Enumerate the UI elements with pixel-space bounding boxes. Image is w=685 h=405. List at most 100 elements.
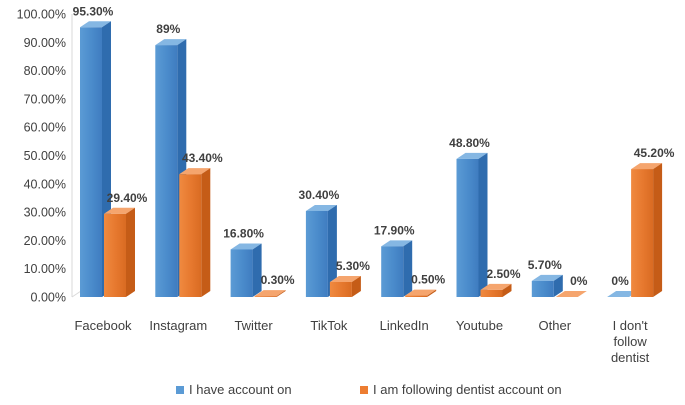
data-label: 43.40% (182, 151, 223, 165)
category-label-i-don-t-follow-dentist: I don't follow dentist (611, 318, 650, 365)
bar-front-face (230, 249, 253, 297)
bar-front-face (631, 169, 654, 297)
bar-side-face (201, 168, 211, 297)
legend-item-series-2: I am following dentist account on (360, 382, 562, 397)
bar-youtube-series-2 (480, 283, 512, 297)
bar-top-face (329, 276, 361, 283)
category-label-instagram: Instagram (149, 318, 207, 333)
data-label: 89% (156, 22, 180, 36)
bar-front-face (329, 282, 352, 297)
bar-top-face (381, 240, 413, 247)
legend-swatch (360, 386, 368, 394)
bar-top-face (555, 291, 587, 297)
bar-top-face (456, 152, 488, 159)
bar-i-don-t-follow-dentist-series-2 (631, 163, 663, 297)
data-label: 95.30% (73, 4, 114, 18)
y-tick-label: 70.00% (24, 92, 66, 106)
bar-twitter-series-1 (230, 243, 262, 297)
bar-facebook-series-2 (104, 207, 135, 297)
bar-top-face (405, 289, 437, 296)
bar-front-face (305, 210, 328, 297)
bar-top-face (305, 204, 337, 211)
bar-other-series-2 (555, 291, 587, 297)
data-label: 0.30% (261, 273, 295, 287)
legend-label: I am following dentist account on (373, 382, 562, 397)
data-label: 16.80% (223, 226, 264, 240)
y-tick-label: 20.00% (24, 234, 66, 248)
bar-tiktok-series-2 (329, 276, 361, 297)
category-label-facebook: Facebook (74, 318, 132, 333)
bar-other-series-1 (531, 274, 563, 297)
bar-front-face (155, 45, 178, 297)
data-label: 29.40% (107, 191, 148, 205)
bar-top-face (254, 290, 286, 297)
bar-front-face (381, 246, 404, 297)
bar-instagram-series-2 (179, 168, 211, 297)
data-label: 48.80% (449, 136, 490, 150)
bar-top-face (179, 168, 211, 175)
bar-linkedin-series-1 (381, 240, 413, 297)
bars (80, 21, 663, 298)
y-tick-label: 10.00% (24, 262, 66, 276)
legend: I have account on I am following dentist … (176, 382, 562, 397)
category-label-tiktok: TikTok (310, 318, 348, 333)
data-label: 30.40% (299, 188, 340, 202)
bar-youtube-series-1 (456, 152, 488, 297)
bar-i-don-t-follow-dentist-series-1 (607, 291, 639, 297)
bar-side-face (478, 152, 488, 297)
y-tick-label: 100.00% (17, 8, 66, 22)
bar-top-face (80, 21, 111, 28)
bar-twitter-series-2 (254, 290, 286, 297)
category-label-youtube: Youtube (456, 318, 503, 333)
data-label: 5.30% (336, 259, 370, 273)
bar-front-face (405, 295, 428, 297)
floor-edge (71, 290, 82, 298)
data-label: 45.20% (634, 146, 675, 160)
legend-label: I have account on (189, 382, 292, 397)
data-label: 0% (611, 274, 629, 288)
category-label-linkedin: LinkedIn (380, 318, 429, 333)
data-labels: 95.30% 29.40% 89% 43.40% 16.80% 0.30% 30.40% 5.… (73, 4, 675, 288)
bar-front-face (456, 158, 479, 297)
bar-side-face (502, 283, 512, 297)
bar-front-face (480, 289, 503, 297)
bar-top-face (104, 207, 135, 214)
category-label-other: Other (539, 318, 572, 333)
bar-front-face (80, 27, 102, 298)
data-label: 0% (570, 274, 588, 288)
y-tick-label: 40.00% (24, 177, 66, 191)
data-label: 17.90% (374, 223, 415, 237)
bar-top-face (607, 291, 639, 297)
category-label-twitter: Twitter (234, 318, 273, 333)
bar-top-face (480, 283, 512, 290)
bar-side-face (252, 243, 262, 297)
bar-front-face (531, 280, 554, 297)
bar-top-face (230, 243, 262, 250)
bar-side-face (327, 204, 337, 297)
bar-front-face (179, 174, 202, 297)
bar-side-face (553, 274, 563, 297)
bar-side-face (351, 276, 361, 297)
y-tick-label: 0.00% (31, 291, 66, 305)
bar-top-face (155, 39, 187, 46)
data-label: 2.50% (486, 267, 520, 281)
bar-top-face (531, 274, 563, 281)
bar-side-face (427, 289, 437, 297)
y-tick-label: 60.00% (24, 121, 66, 135)
bar-tiktok-series-1 (305, 204, 337, 297)
y-tick-label: 80.00% (24, 64, 66, 78)
bar-side-face (653, 163, 663, 297)
bar-side-face (126, 207, 135, 297)
y-tick-label: 30.00% (24, 206, 66, 220)
data-label: 5.70% (528, 258, 562, 272)
y-tick-label: 50.00% (24, 149, 66, 163)
x-axis-categories: Facebook Instagram Twitter TikTok LinkedIn Yo… (74, 318, 649, 365)
legend-item-series-1: I have account on (176, 382, 292, 397)
bar-linkedin-series-2 (405, 289, 437, 297)
y-tick-label: 90.00% (24, 36, 66, 50)
bar-front-face (254, 296, 277, 297)
bar-front-face (104, 213, 126, 297)
y-axis: 0.00% 10.00% 20.00% 30.00% 40.00% 50.00% 60.00… (17, 8, 82, 305)
